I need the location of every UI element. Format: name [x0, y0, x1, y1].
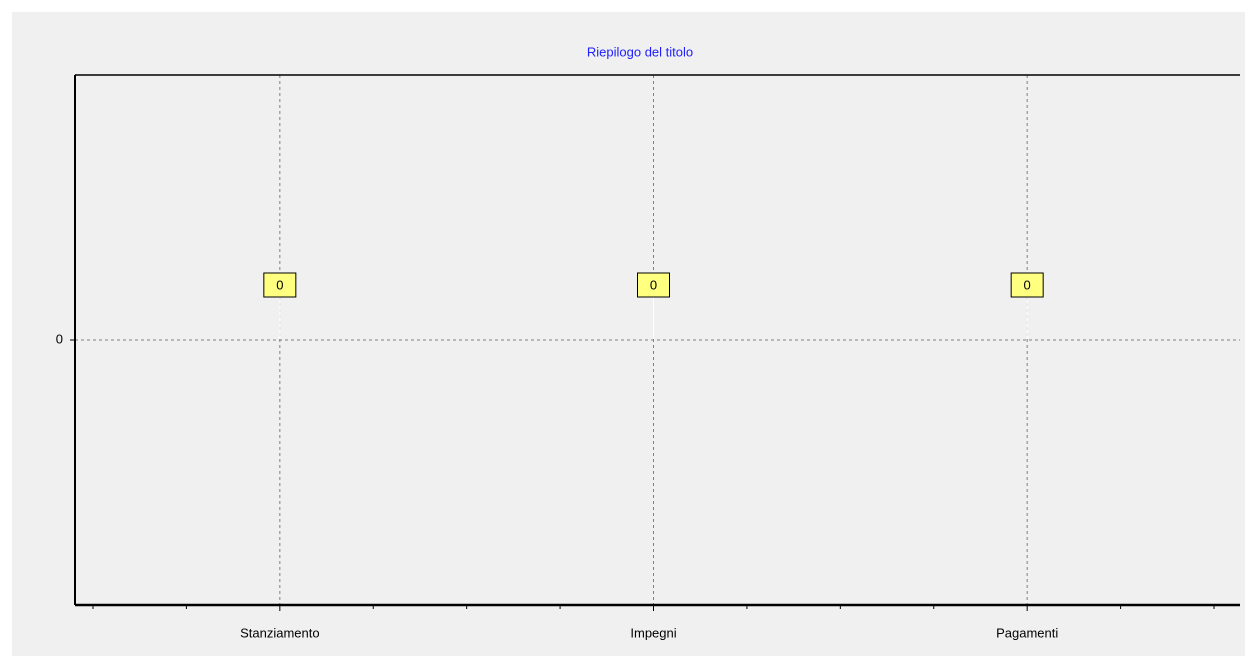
data-label: 0	[650, 277, 657, 292]
y-tick-label: 0	[56, 331, 63, 346]
x-tick-label: Stanziamento	[240, 625, 320, 640]
data-label: 0	[276, 277, 283, 292]
chart-title: Riepilogo del titolo	[587, 44, 693, 59]
data-label-box	[263, 272, 297, 298]
data-label-box	[637, 272, 670, 298]
x-tick-label: Pagamenti	[996, 625, 1058, 640]
chart-background	[12, 12, 1245, 656]
x-tick-label: Impegni	[630, 625, 676, 640]
data-label: 0	[1024, 277, 1031, 292]
data-label-box	[1010, 272, 1044, 298]
